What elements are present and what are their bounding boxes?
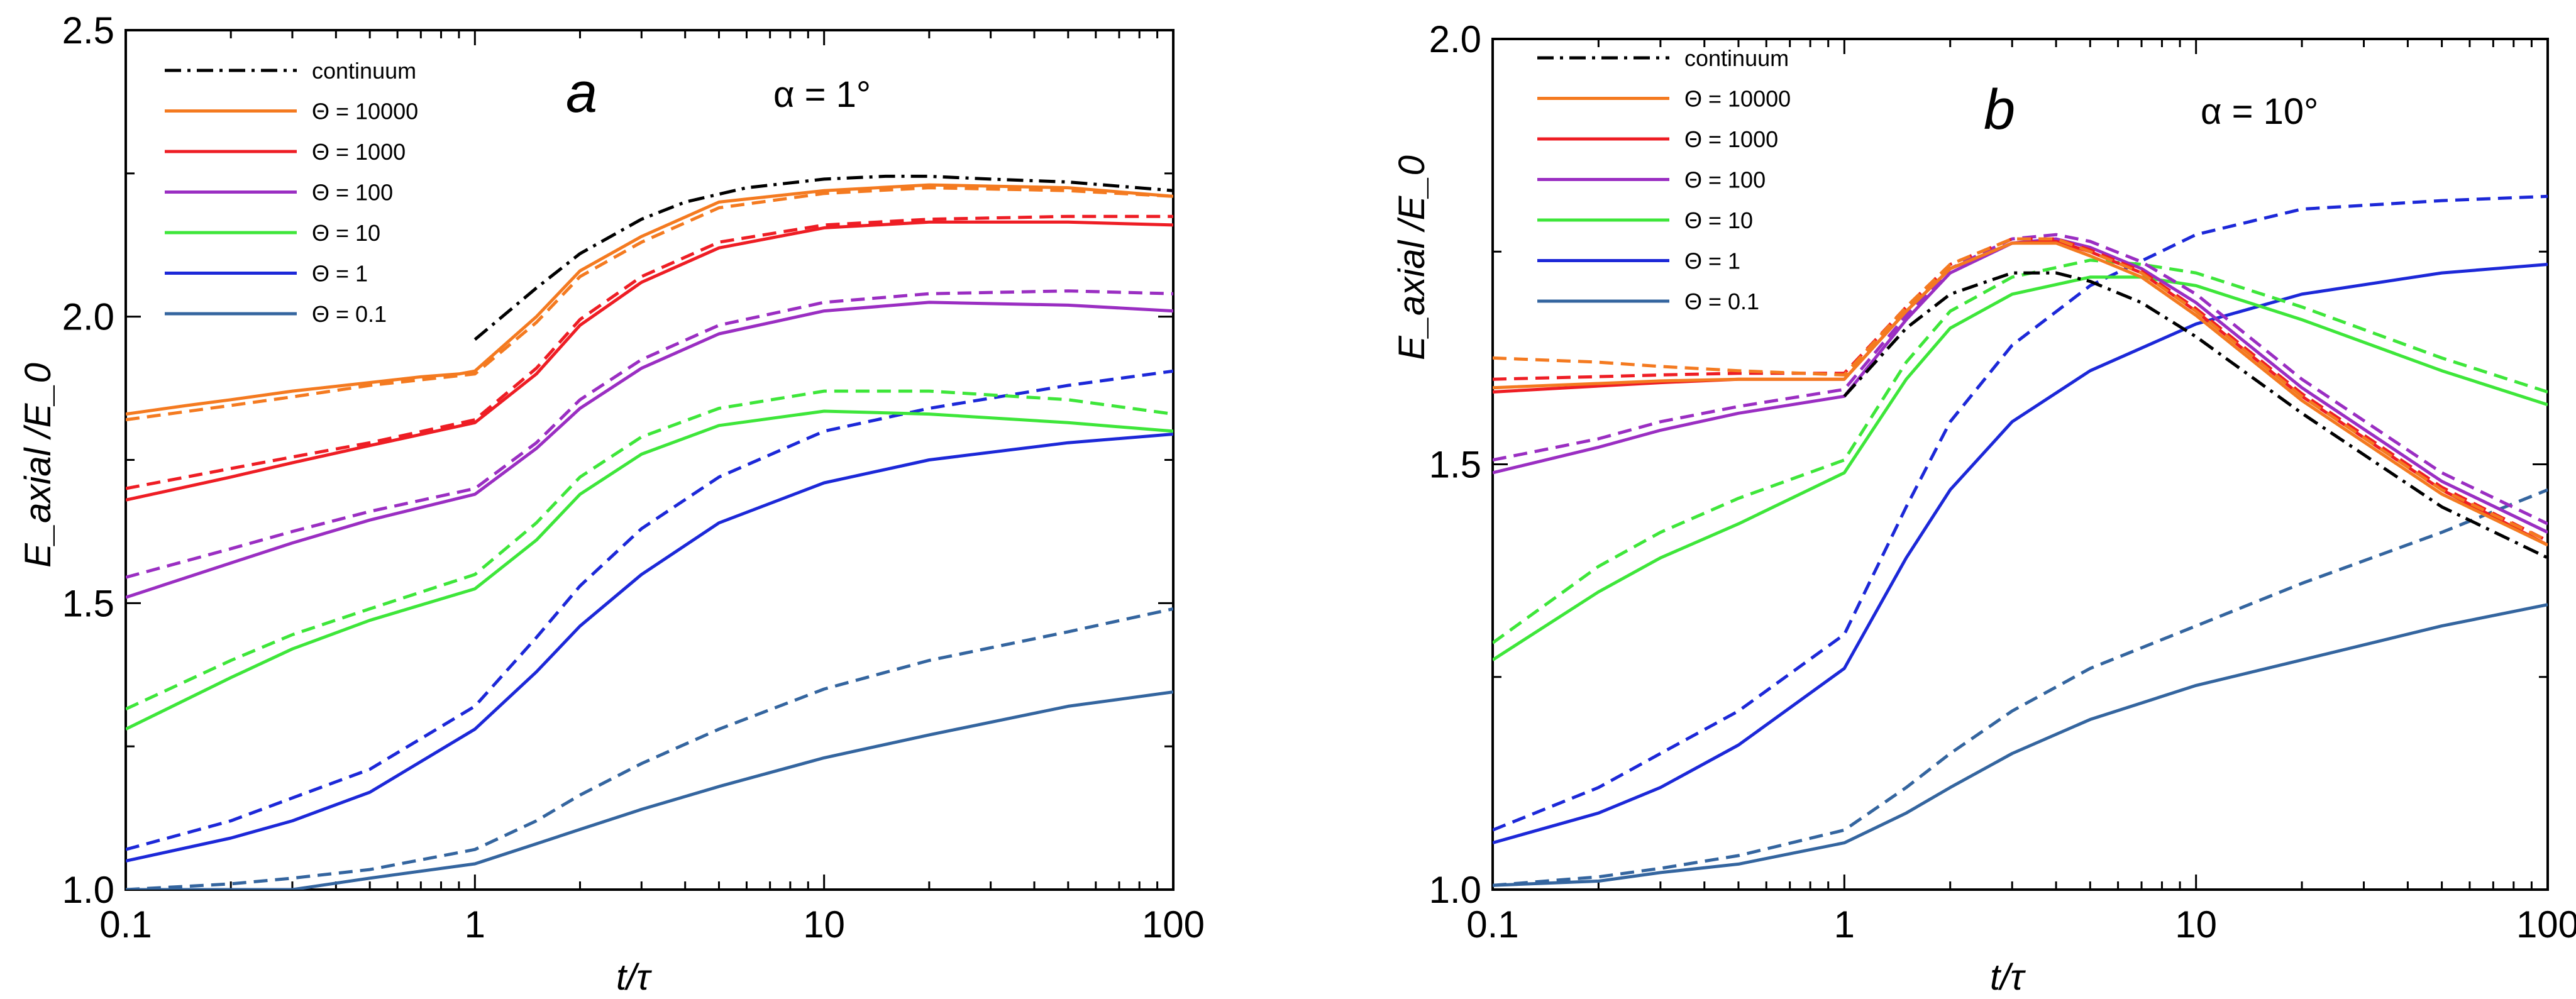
series-line [126,369,1173,851]
y-tick-label: 1.5 [62,582,114,624]
legend-a: continuum Θ = 10000 Θ = 1000 Θ = 100 Θ = 10 Θ… [165,58,418,327]
x-tick-label: 1 [465,903,485,946]
ticks-b [1491,38,2549,891]
y-axis-title-a-text: E_axial /E_0 [18,363,58,568]
y-tick-label: 2.5 [62,9,114,52]
series-line [1493,233,2548,526]
legend-label: continuum [1684,45,1789,71]
legend-label: Θ = 10 [1684,207,1753,233]
series-line [1493,263,2548,845]
series-line [126,214,1173,490]
series-line [126,690,1173,890]
series-line [1493,603,2548,887]
legend-label: Θ = 100 [1684,167,1766,193]
y-tick-label: 1.0 [1429,869,1481,911]
y-axis-title-b: E_axial /E_0 [1391,155,1432,360]
series-line [126,389,1173,711]
series-line [1493,258,2548,644]
legend-label: Θ = 1000 [312,139,406,165]
alpha-annotation-a: α = 1° [773,74,871,115]
x-tick-label: 100 [1142,903,1205,946]
y-axis-title-b-text: E_axial /E_0 [1391,155,1432,360]
series-line [1493,241,2548,547]
alpha-annotation-b: α = 10° [2201,91,2318,132]
tick-labels-a: 0.1 1 10 100 1.0 1.5 2.0 2.5 [62,9,1205,946]
y-tick-label: 2.0 [62,296,114,338]
series-line [1493,488,2548,887]
series-line [1493,237,2548,543]
x-tick-label: 0.1 [1466,903,1518,946]
x-tick-label: 0.1 [99,903,152,946]
legend-label: Θ = 1000 [1684,126,1778,152]
series-line [1493,240,2548,547]
series-line [126,183,1173,416]
y-tick-label: 1.0 [62,869,114,911]
series-line [126,301,1173,599]
panel-label-a: a [566,62,597,124]
curves-b [1493,194,2548,887]
tick-labels-b: 0.1 1 10 100 1.0 1.5 2.0 [1429,18,2576,946]
series-line [1493,275,2548,661]
legend-label: Θ = 10000 [1684,86,1791,112]
y-tick-label: 1.5 [1429,444,1481,486]
series-line [1493,237,2548,543]
series-line [1493,194,2548,832]
x-tick-label: 100 [2516,903,2576,946]
series-line [1843,271,2548,560]
legend-label: Θ = 100 [312,180,393,206]
series-line [126,220,1173,502]
x-tick-label: 10 [803,903,845,946]
x-axis-title-b: t/τ [1990,957,2026,998]
series-line [126,607,1173,890]
legend-label: Θ = 10000 [312,99,418,124]
series-line [126,409,1173,731]
legend-label: Θ = 0.1 [312,301,387,327]
legend-label: Θ = 0.1 [1684,289,1759,314]
series-line [126,433,1173,863]
legend-label: Θ = 10 [312,220,380,246]
chart-panel-a: 0.1 1 10 100 1.0 1.5 2.0 2.5 continuum Θ = 10000… [18,9,1205,998]
series-line [126,289,1173,579]
x-tick-label: 1 [1834,903,1855,946]
y-axis-title-a: E_axial /E_0 [18,363,58,568]
series-line [473,174,1173,341]
y-tick-label: 2.0 [1429,18,1481,60]
x-axis-title-a: t/τ [616,957,652,998]
x-tick-label: 10 [2175,903,2217,946]
legend-label: Θ = 1 [312,261,368,287]
plot-frame-b [1491,38,2549,891]
chart-panel-b: 0.1 1 10 100 1.0 1.5 2.0 continuum Θ = 10000 Θ =… [1391,18,2576,998]
series-line [1493,237,2548,534]
curves-a [126,174,1173,890]
panel-label-b: b [1984,79,2015,141]
legend-label: Θ = 1 [1684,248,1740,274]
series-line [126,186,1173,422]
legend-label: continuum [312,58,416,84]
legend-b: continuum Θ = 10000 Θ = 1000 Θ = 100 Θ = 10 Θ… [1537,45,1791,314]
ticks-a [124,29,1175,891]
